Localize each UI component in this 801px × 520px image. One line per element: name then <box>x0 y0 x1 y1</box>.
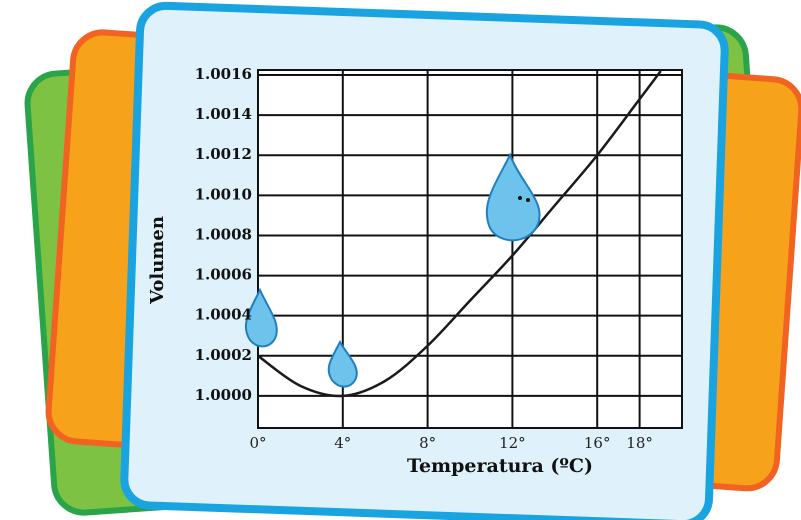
x-tick-label: 16° <box>584 434 611 452</box>
y-tick-label: 1.0000 <box>195 386 252 404</box>
y-axis-label: Volumen <box>147 216 168 305</box>
y-tick-label: 1.0010 <box>195 185 252 203</box>
plot-area <box>258 70 682 428</box>
x-tick-label: 18° <box>626 434 653 452</box>
x-tick-label: 4° <box>334 434 351 452</box>
y-tick-label: 1.0002 <box>195 346 252 364</box>
y-tick-label: 1.0008 <box>195 225 252 243</box>
x-tick-label: 12° <box>499 434 526 452</box>
y-tick-label: 1.0012 <box>195 145 252 163</box>
x-axis-label: Temperatura (ºC) <box>407 455 593 477</box>
x-tick-label: 8° <box>419 434 436 452</box>
y-tick-label: 1.0016 <box>195 65 252 83</box>
y-tick-label: 1.0004 <box>195 306 252 324</box>
x-tick-label: 0° <box>249 434 266 452</box>
y-tick-label: 1.0014 <box>195 105 252 123</box>
page: Temperatura (ºC) Volumen 1.0000 1.0002 1.0… <box>0 0 801 520</box>
y-tick-label: 1.0006 <box>195 266 252 284</box>
chart: Temperatura (ºC) Volumen 1.0000 1.0002 1.0… <box>0 0 801 520</box>
